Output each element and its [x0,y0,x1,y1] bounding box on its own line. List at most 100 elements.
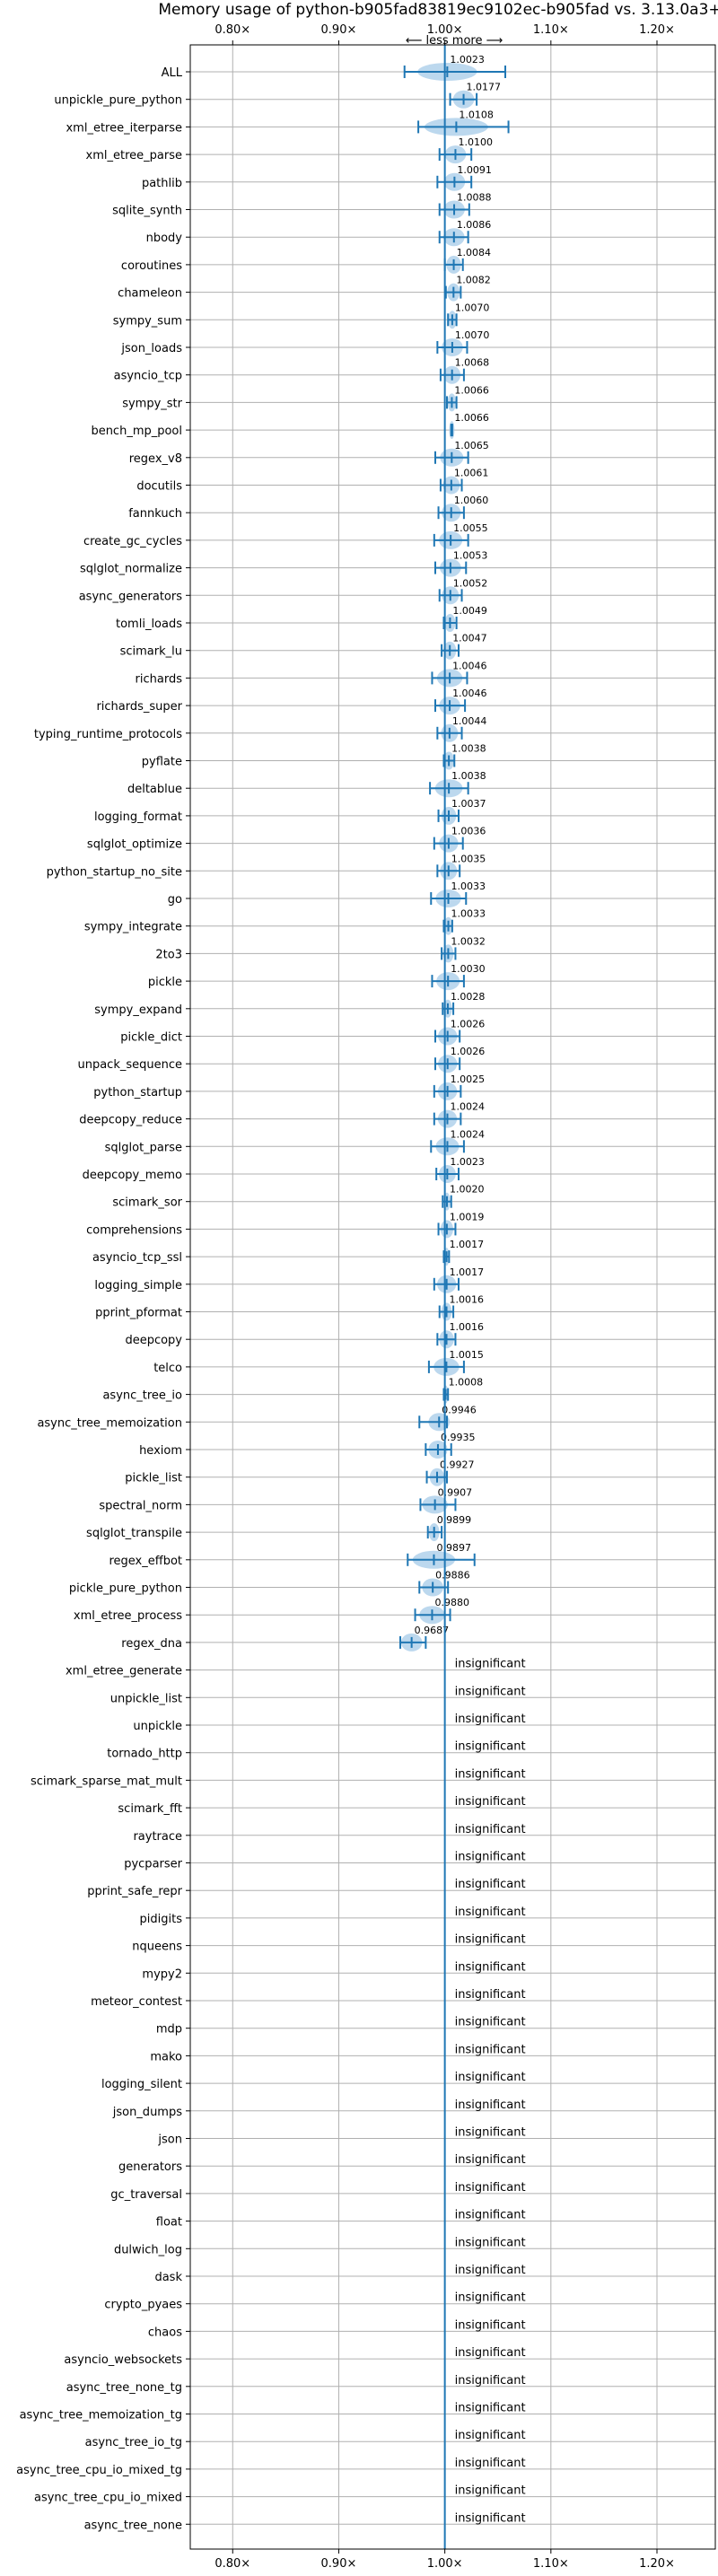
benchmark-label: sqlglot_normalize [80,563,182,576]
insignificant-label: insignificant [455,1795,526,1809]
value-label: 1.0016 [450,1294,485,1306]
benchmark-label: unpack_sequence [77,1058,182,1072]
insignificant-label: insignificant [455,2429,526,2442]
benchmark-label: typing_runtime_protocols [34,728,182,741]
benchmark-label: spectral_norm [99,1499,182,1512]
value-label: 1.0082 [456,275,491,286]
value-label: 0.9886 [435,1570,470,1582]
benchmark-label: async_tree_none [84,2519,182,2532]
insignificant-label: insignificant [455,2098,526,2112]
value-label: 1.0046 [452,688,487,699]
value-label: 1.0053 [453,550,488,562]
value-label: 1.0035 [451,853,486,864]
value-label: 1.0025 [451,1073,486,1085]
value-label: 1.0036 [451,826,486,837]
benchmark-label: async_tree_io [102,1389,182,1403]
value-label: 0.9687 [415,1625,450,1636]
benchmark-label: hexiom [139,1444,182,1458]
insignificant-label: insignificant [455,2291,526,2305]
benchmark-label: 2to3 [155,948,182,961]
benchmark-label: crypto_pyaes [104,2299,182,2312]
benchmark-label: async_tree_io_tg [85,2436,182,2449]
x-tick-label-top: 1.10× [533,23,569,37]
benchmark-label: pycparser [124,1858,182,1871]
value-label: 1.0033 [451,881,486,892]
benchmark-label: regex_v8 [129,452,182,466]
benchmark-label: deltablue [127,783,182,796]
x-tick-label-top: 0.90× [321,23,357,37]
value-label: 1.0108 [459,109,494,120]
value-label: 1.0026 [451,1019,486,1030]
insignificant-label: insignificant [455,2071,526,2084]
insignificant-label: insignificant [455,1823,526,1836]
benchmark-label: pickle_dict [120,1031,182,1045]
benchmark-label: meteor_contest [91,1995,182,2009]
value-label: 1.0070 [455,329,489,341]
value-label: 0.9880 [434,1597,469,1608]
value-label: 1.0038 [451,743,486,755]
value-label: 1.0023 [450,54,485,66]
benchmark-label: python_startup_no_site [47,865,182,879]
x-tick-label-bottom: 1.10× [533,2557,569,2571]
benchmark-label: json_dumps [112,2106,182,2119]
benchmark-label: sqlglot_parse [105,1141,182,1154]
benchmark-label: scimark_lu [120,645,182,659]
insignificant-label: insignificant [455,1767,526,1781]
value-label: 1.0008 [449,1377,483,1389]
insignificant-label: insignificant [455,2457,526,2470]
benchmark-label: asyncio_tcp [114,370,182,383]
benchmark-label: xml_etree_iterparse [66,121,182,135]
insignificant-label: insignificant [455,2511,526,2525]
insignificant-label: insignificant [455,1851,526,1864]
value-label: 1.0044 [452,715,487,727]
benchmark-label: scimark_sor [112,1196,182,1210]
value-label: 1.0019 [450,1211,485,1222]
y-axis-labels: ALL unpickle_pure_python xml_etree_iterpar… [16,66,190,2532]
benchmark-label: tornado_http [107,1748,182,1761]
insignificant-label: insignificant [455,1658,526,1671]
benchmark-label: async_tree_cpu_io_mixed [34,2492,182,2505]
value-label: 1.0037 [451,798,486,810]
benchmark-label: bench_mp_pool [91,425,182,438]
benchmark-label: pprint_pformat [95,1307,182,1320]
benchmark-label: richards_super [96,700,182,714]
benchmark-label: unpickle_list [110,1692,182,1705]
x-tick-label-bottom: 1.20× [639,2557,675,2571]
value-label: 0.9897 [436,1542,471,1554]
insignificant-label: insignificant [455,1988,526,2002]
benchmark-label: deepcopy [125,1334,182,1347]
benchmark-label: pickle [148,976,182,989]
x-tick-label-top: 1.00× [427,23,463,37]
benchmark-label: mdp [156,2023,182,2037]
benchmark-label: deepcopy_memo [83,1169,182,1182]
benchmark-label: json_loads [120,342,182,355]
benchmark-label: raytrace [133,1830,182,1844]
value-label: 1.0026 [451,1046,486,1057]
value-label: 0.9907 [438,1486,473,1498]
insignificant-label: insignificant [455,2181,526,2195]
value-label: 1.0032 [451,935,486,947]
value-label: 0.9927 [440,1459,475,1471]
value-label: 0.9946 [442,1404,476,1415]
value-label: 1.0038 [451,770,486,782]
benchmark-label: chameleon [118,287,182,301]
benchmark-label: pickle_pure_python [69,1582,182,1596]
insignificant-label: insignificant [455,1933,526,1947]
benchmark-label: sqlglot_optimize [87,838,182,852]
benchmark-label: asyncio_tcp_ssl [92,1251,182,1265]
value-label: 1.0033 [451,908,486,920]
value-label: 1.0070 [455,302,489,313]
benchmark-label: chaos [148,2326,182,2339]
benchmark-label: async_generators [79,590,183,603]
value-label: 1.0066 [454,384,489,396]
benchmark-label: pyflate [142,756,182,769]
benchmark-label: sqlite_synth [112,205,182,218]
benchmark-label: coroutines [121,259,182,273]
value-label: 1.0016 [450,1321,485,1333]
benchmark-label: pidigits [140,1913,183,1926]
benchmark-label: sympy_integrate [84,921,182,934]
benchmark-label: tomli_loads [116,618,182,631]
benchmark-label: regex_dna [121,1637,182,1651]
benchmark-label: async_tree_cpu_io_mixed_tg [16,2464,182,2477]
